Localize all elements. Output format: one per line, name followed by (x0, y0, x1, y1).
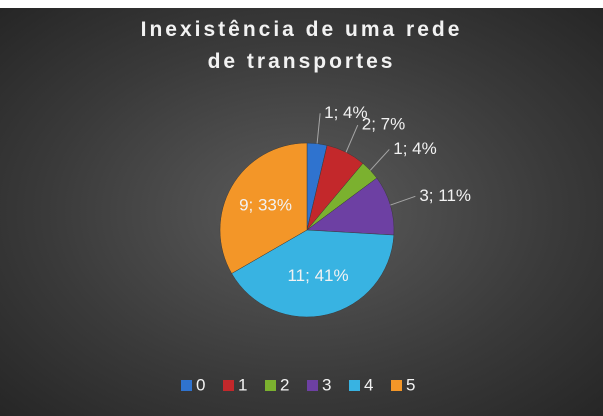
legend-swatch (223, 380, 234, 391)
data-label: 1; 4% (393, 139, 436, 158)
legend-label: 5 (406, 375, 415, 394)
legend-swatch (265, 380, 276, 391)
data-label: 11; 41% (287, 266, 348, 285)
legend-swatch (181, 380, 192, 391)
chart-title: Inexistência de uma rede de transportes (140, 18, 463, 73)
leader-line (345, 124, 359, 153)
leader-line (390, 195, 416, 206)
legend-label: 2 (280, 375, 289, 394)
pie-slice (231, 229, 395, 318)
data-label: 3; 11% (419, 186, 471, 205)
data-label: 1; 4% (324, 103, 367, 122)
legend-label: 4 (364, 375, 373, 394)
legend-label: 1 (238, 375, 247, 394)
leader-line (316, 113, 321, 144)
legend-label: 0 (196, 375, 205, 394)
legend-label: 3 (322, 375, 331, 394)
data-label: 2; 7% (362, 115, 405, 134)
data-label: 9; 33% (239, 196, 292, 215)
leader-line (369, 149, 390, 171)
legend-swatch (307, 380, 318, 391)
legend-swatch (349, 380, 360, 391)
legend-swatch (391, 380, 402, 391)
pie-slice (219, 142, 308, 274)
